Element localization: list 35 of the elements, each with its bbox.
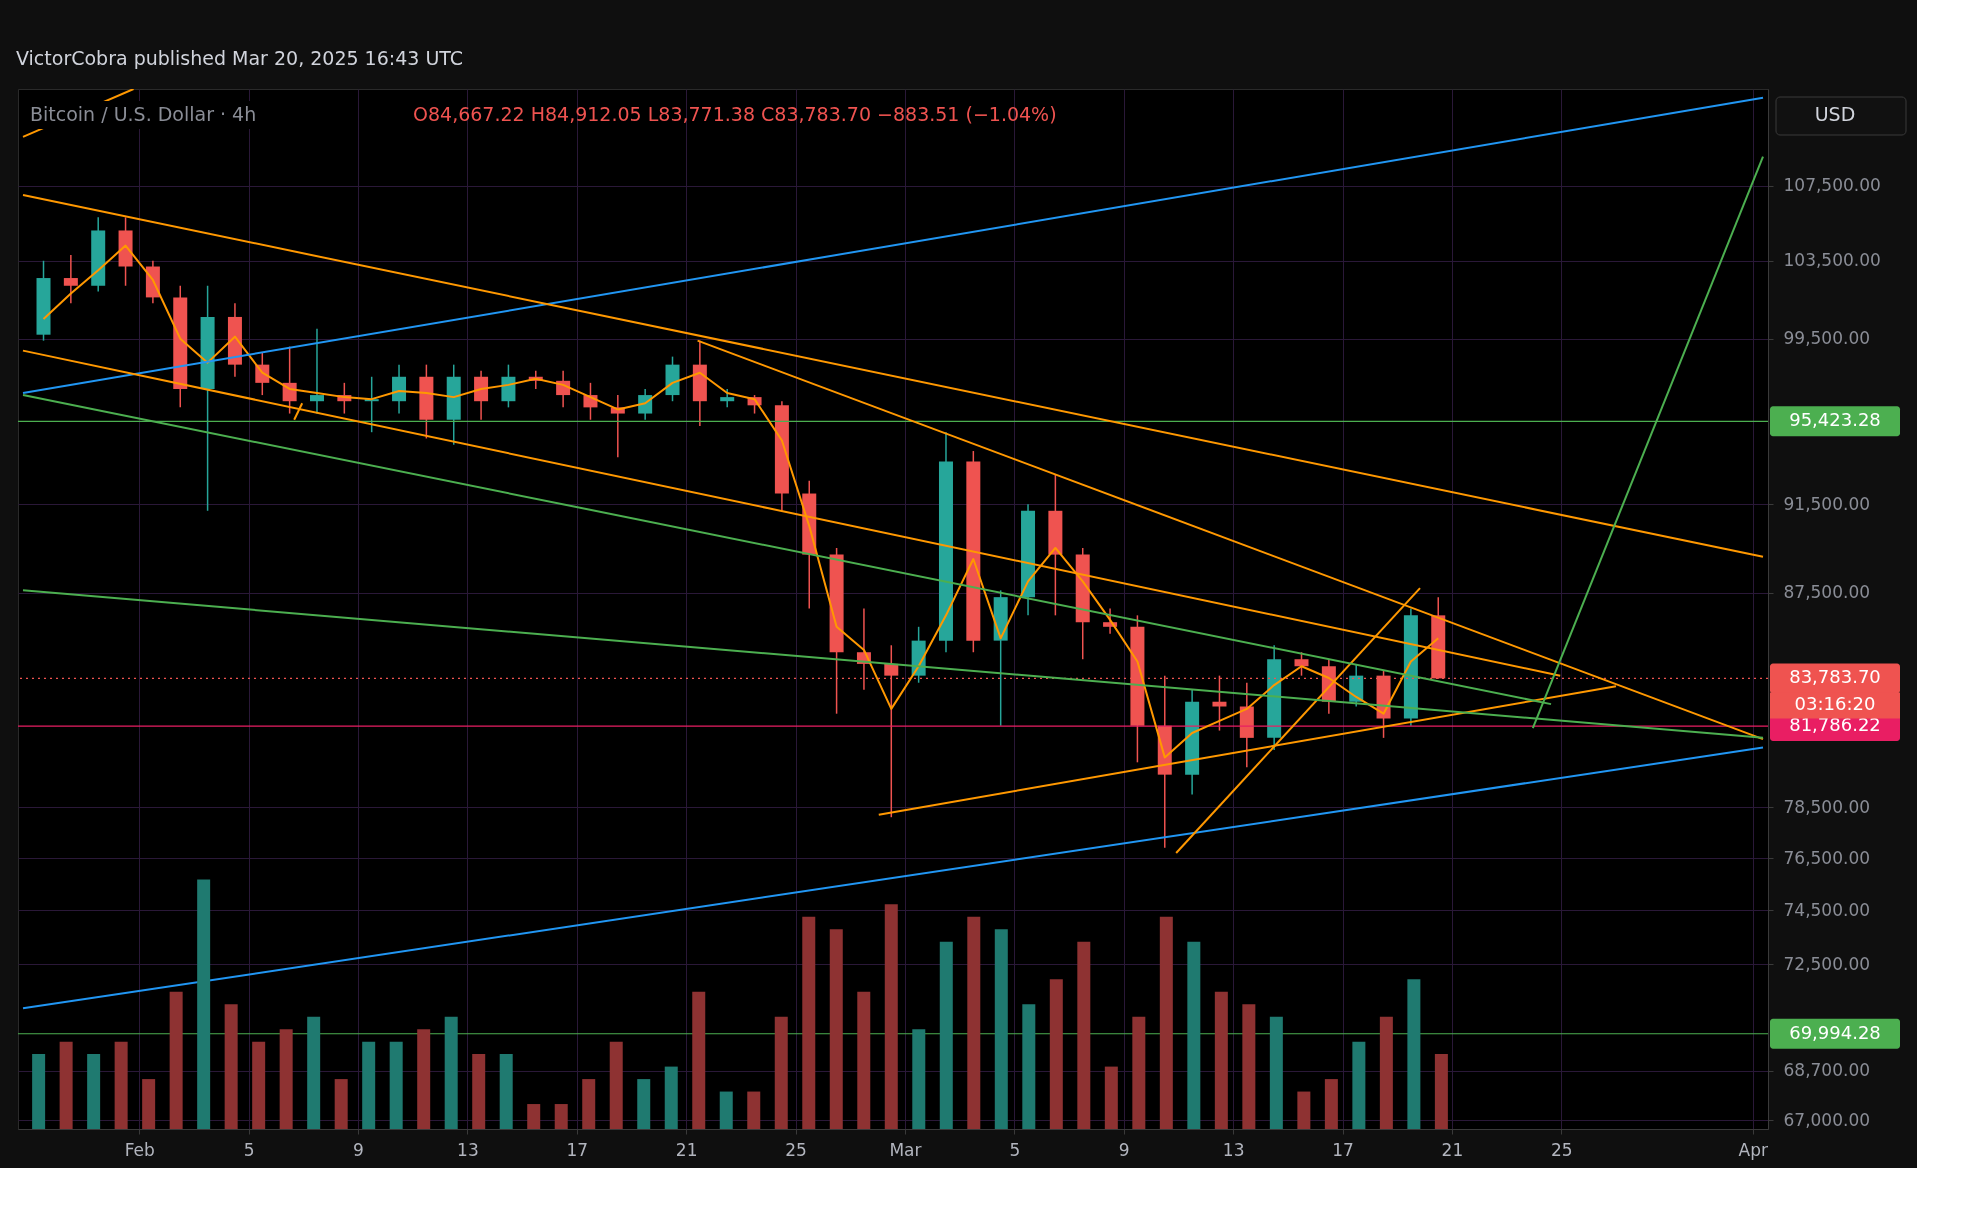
x-tick-label: 9 bbox=[353, 1139, 364, 1160]
y-tick-label: 107,500.00 bbox=[1783, 175, 1881, 196]
x-tick-label: Apr bbox=[1738, 1139, 1768, 1160]
ref-line-label: 83,783.70 bbox=[1789, 666, 1881, 688]
x-tick-label: 17 bbox=[1332, 1139, 1354, 1160]
x-tick-label: 9 bbox=[1118, 1139, 1130, 1160]
y-tick-label: 74,500.00 bbox=[1783, 899, 1871, 920]
y-tick-label: 78,500.00 bbox=[1783, 796, 1871, 817]
ref-line-label: 95,423.28 bbox=[1789, 409, 1881, 431]
text: 03:16:20 bbox=[1794, 693, 1876, 715]
y-tick-label: 67,000.00 bbox=[1783, 1109, 1871, 1130]
x-tick-label: Feb bbox=[124, 1139, 155, 1160]
y-tick-label: 99,500.00 bbox=[1783, 328, 1871, 349]
text: USD bbox=[1814, 103, 1856, 125]
x-tick-label: 17 bbox=[566, 1139, 589, 1160]
y-tick-label: 72,500.00 bbox=[1783, 953, 1871, 974]
x-tick-label: 25 bbox=[785, 1139, 807, 1160]
x-tick-label: 13 bbox=[1222, 1139, 1245, 1160]
y-tick-label: 68,700.00 bbox=[1783, 1060, 1871, 1081]
x-tick-label: 21 bbox=[1441, 1139, 1464, 1160]
x-tick-label: 25 bbox=[1550, 1139, 1573, 1160]
ref-line-label: 81,786.22 bbox=[1789, 714, 1881, 736]
y-tick-label: 103,500.00 bbox=[1783, 250, 1881, 271]
y-tick-label: 76,500.00 bbox=[1783, 847, 1871, 868]
y-tick-label: 91,500.00 bbox=[1783, 493, 1871, 514]
x-tick-label: 5 bbox=[243, 1139, 255, 1160]
x-tick-label: 13 bbox=[457, 1139, 479, 1160]
annotation: O84,667.22 H84,912.05 L83,771.38 C83,783.70 −883.51 (−1.04%) bbox=[413, 103, 1057, 125]
x-tick-label: Mar bbox=[889, 1139, 922, 1160]
text: VictorCobra published Mar 20, 2025 16:43 UTC bbox=[16, 47, 464, 69]
y-tick-label: 87,500.00 bbox=[1783, 582, 1871, 603]
x-tick-label: 21 bbox=[675, 1139, 698, 1160]
ref-line-label: 69,994.28 bbox=[1789, 1021, 1881, 1043]
text: Bitcoin / U.S. Dollar · 4h bbox=[30, 103, 257, 125]
x-tick-label: 5 bbox=[1009, 1139, 1021, 1160]
